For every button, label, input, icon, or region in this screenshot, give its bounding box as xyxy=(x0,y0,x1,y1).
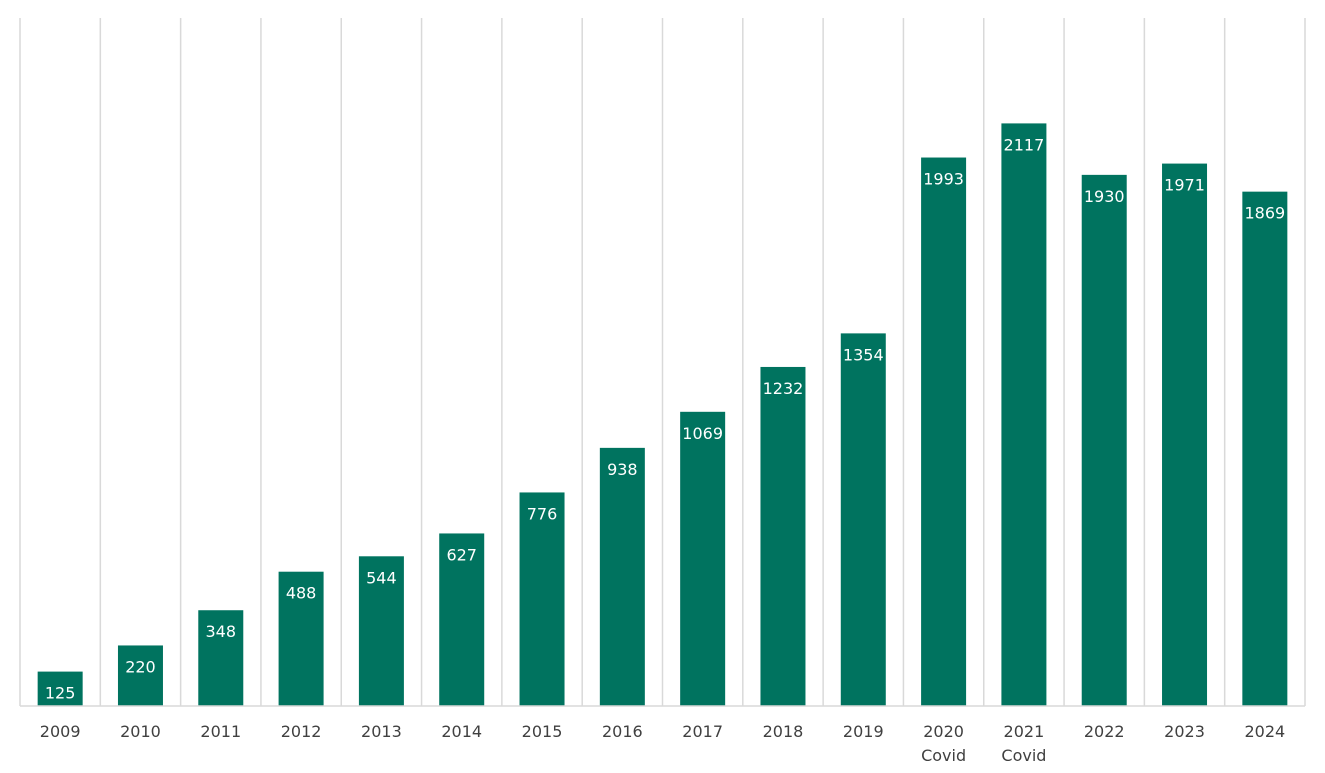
bar-2024 xyxy=(1242,191,1288,707)
x-tick-label: 2018 xyxy=(763,722,804,741)
bar-2020 xyxy=(921,157,967,707)
data-label-2019: 1354 xyxy=(843,345,884,364)
data-label-2017: 1069 xyxy=(682,424,723,443)
x-tick-label: 2010 xyxy=(120,722,161,741)
bar-2018 xyxy=(760,366,806,706)
bar-2015 xyxy=(519,492,565,706)
x-tick-label: 2020 xyxy=(923,722,964,741)
bar-2013 xyxy=(358,556,404,706)
x-tick-label: 2012 xyxy=(281,722,322,741)
x-tick-label: 2021 xyxy=(1004,722,1045,741)
data-label-2015: 776 xyxy=(527,504,558,523)
bars xyxy=(37,123,1288,707)
data-label-2024: 1869 xyxy=(1244,204,1285,223)
bar-2023 xyxy=(1162,163,1208,706)
data-label-2012: 488 xyxy=(286,584,317,603)
data-label-2021: 2117 xyxy=(1004,135,1045,154)
x-tick-label: 2011 xyxy=(200,722,241,741)
x-tick-label: 2023 xyxy=(1164,722,1205,741)
x-tick-label: 2016 xyxy=(602,722,643,741)
bar-2019 xyxy=(840,333,886,706)
data-label-2009: 125 xyxy=(45,684,76,703)
data-label-2016: 938 xyxy=(607,460,638,479)
bar-2016 xyxy=(599,447,645,706)
data-label-2022: 1930 xyxy=(1084,187,1125,206)
x-tick-label: 2009 xyxy=(40,722,81,741)
x-tick-labels: 2009 2010 2011 2012 2013 2014 2015 2016 2017 2018… xyxy=(40,722,1285,765)
data-label-2013: 544 xyxy=(366,568,397,587)
data-label-2018: 1232 xyxy=(763,379,804,398)
x-tick-label: 2019 xyxy=(843,722,884,741)
data-labels: 125 220 348 488 544 627 776 938 1069 1232 1354 1993… xyxy=(45,135,1285,702)
bar-2021 xyxy=(1001,123,1047,706)
bar-2012 xyxy=(278,571,324,706)
bar-2009 xyxy=(37,671,83,706)
data-label-2011: 348 xyxy=(206,622,237,641)
x-tick-label: 2024 xyxy=(1244,722,1285,741)
data-label-2010: 220 xyxy=(125,657,156,676)
bar-2011 xyxy=(198,610,244,706)
x-tick-label: 2022 xyxy=(1084,722,1125,741)
data-label-2023: 1971 xyxy=(1164,176,1205,195)
data-label-2020: 1993 xyxy=(923,170,964,189)
data-label-2014: 627 xyxy=(446,545,477,564)
bar-2010 xyxy=(117,645,163,706)
x-tick-label: 2013 xyxy=(361,722,402,741)
x-tick-label: 2015 xyxy=(522,722,563,741)
x-tick-label: 2017 xyxy=(682,722,723,741)
x-tick-label: 2014 xyxy=(441,722,482,741)
x-tick-sublabel: Covid xyxy=(921,746,966,765)
bar-2022 xyxy=(1081,174,1127,706)
x-tick-sublabel: Covid xyxy=(1001,746,1046,765)
bar-2014 xyxy=(439,533,485,706)
gridlines xyxy=(19,18,1306,706)
bar-2017 xyxy=(680,411,726,706)
